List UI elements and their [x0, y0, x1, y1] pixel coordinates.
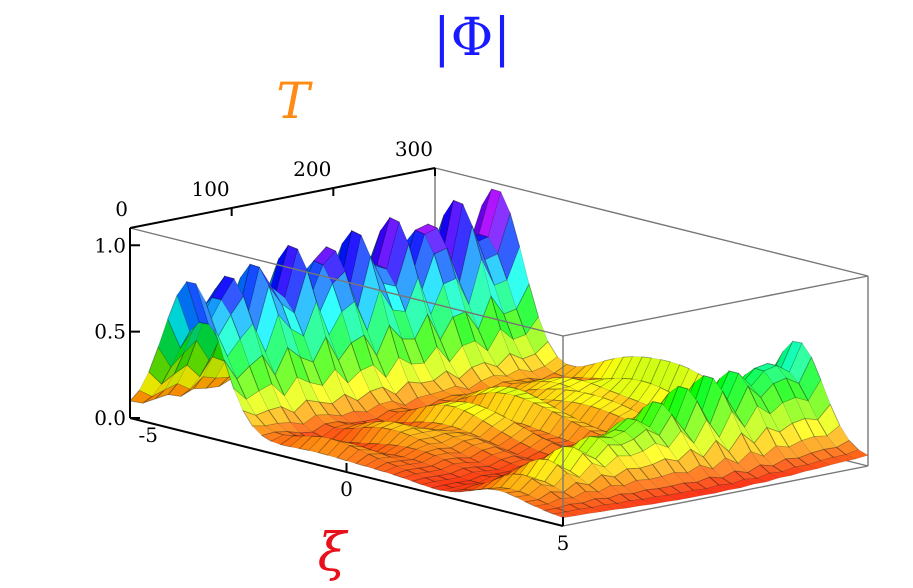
surface-patch — [680, 490, 704, 498]
y-axis-label: T — [276, 72, 313, 130]
x-tick-label: -5 — [139, 423, 158, 447]
chart-title: |Φ| — [433, 8, 511, 68]
surface-patch — [705, 484, 729, 494]
y-tick-label: 300 — [395, 137, 433, 161]
axes: 0.0 0.5 1.0 0 100 200 300 -5 0 5 — [94, 137, 569, 555]
surface-patch — [553, 511, 577, 518]
x-tick-label: 5 — [557, 531, 570, 555]
x-axis-label: ξ — [318, 523, 349, 583]
y-tick-label: 0 — [115, 197, 128, 221]
surface-patch — [743, 478, 767, 485]
surface-patch — [807, 460, 831, 469]
box-edge — [129, 227, 564, 337]
surface-patch — [603, 503, 628, 510]
surface-patch — [591, 504, 615, 512]
x-tick-label: 0 — [340, 477, 353, 501]
y-tick-label: 100 — [191, 177, 229, 201]
z-tick-label: 0.0 — [94, 406, 126, 430]
y-tick-label: 200 — [293, 157, 331, 181]
z-tick-label: 1.0 — [94, 233, 126, 257]
surface-patch — [578, 507, 602, 514]
z-tick-label: 0.5 — [94, 320, 126, 344]
box-edge — [562, 275, 869, 337]
box-edge — [562, 465, 869, 527]
surface-mesh — [129, 188, 869, 518]
surface-patch — [692, 488, 717, 496]
surface-patch — [820, 457, 844, 466]
box-edge — [434, 167, 869, 277]
y-axis-line — [129, 167, 436, 229]
